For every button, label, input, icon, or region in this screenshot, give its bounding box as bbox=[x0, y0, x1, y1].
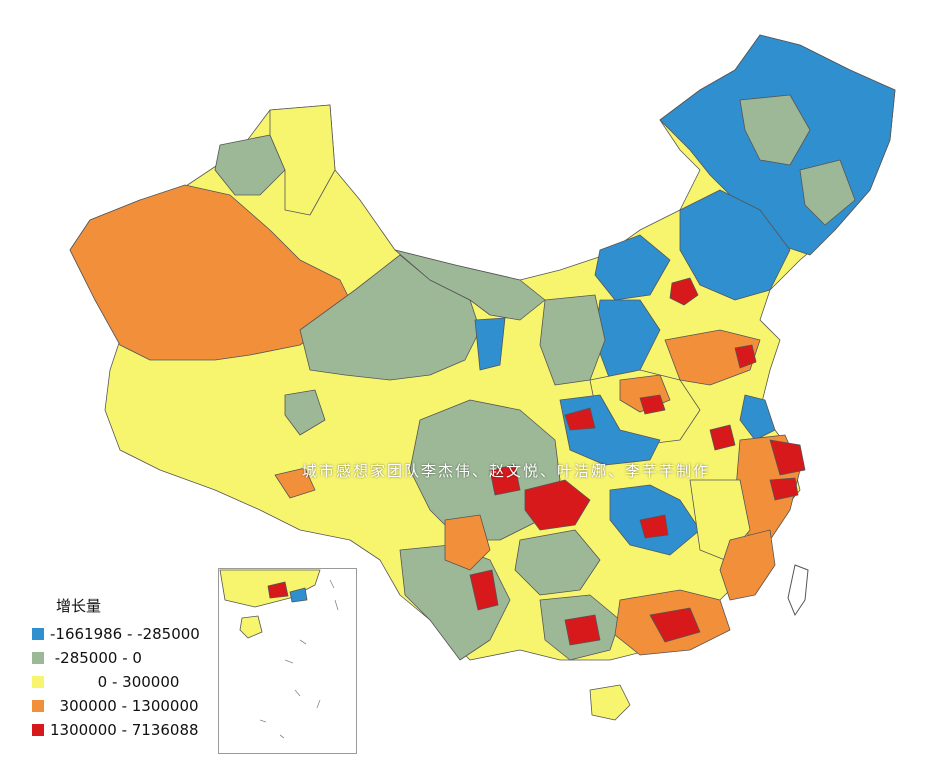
region-northeast-green bbox=[739, 94, 811, 166]
region-gansu bbox=[394, 249, 546, 321]
legend-swatch bbox=[32, 676, 44, 688]
region-taiwan bbox=[787, 564, 809, 617]
region-qinghai bbox=[299, 254, 481, 381]
region-beijing bbox=[669, 277, 699, 306]
region-qingdao bbox=[734, 344, 757, 369]
map-legend: 增长量 -1661986 - -285000 -285000 - 0 0 - 3… bbox=[32, 595, 232, 742]
inset-coast-blue bbox=[289, 587, 308, 603]
region-yunnan-orange bbox=[444, 514, 491, 571]
legend-swatch bbox=[32, 700, 44, 712]
region-pearl-delta bbox=[649, 607, 701, 643]
region-lhasa bbox=[274, 467, 316, 499]
legend-swatch bbox=[32, 652, 44, 664]
region-guizhou-green bbox=[514, 529, 601, 596]
region-changsha bbox=[639, 514, 669, 539]
inset-hainan bbox=[239, 615, 263, 639]
region-xian bbox=[564, 407, 596, 431]
legend-item: 0 - 300000 bbox=[32, 670, 232, 694]
region-hangzhou bbox=[769, 477, 799, 501]
region-jiangsu-blue bbox=[739, 394, 776, 441]
region-hebei-north bbox=[594, 234, 671, 301]
region-shanghai bbox=[769, 439, 806, 476]
inset-coast-red bbox=[267, 581, 289, 599]
region-nanning bbox=[564, 614, 601, 646]
region-zhengzhou bbox=[639, 394, 666, 415]
region-chongqing bbox=[524, 479, 591, 531]
south-china-sea-inset-frame bbox=[218, 568, 357, 754]
region-fujian bbox=[719, 529, 776, 601]
legend-title: 增长量 bbox=[56, 597, 102, 615]
legend-item: -1661986 - -285000 bbox=[32, 622, 232, 646]
legend-item: -285000 - 0 bbox=[32, 646, 232, 670]
legend-label: -1661986 - -285000 bbox=[50, 625, 200, 643]
region-northeast-green-2 bbox=[799, 159, 856, 226]
region-hainan bbox=[589, 684, 631, 721]
region-hefei bbox=[709, 424, 736, 451]
legend-label: 1300000 - 7136088 bbox=[50, 721, 199, 739]
watermark-text: 城市感想家团队李杰伟、赵文悦、叶洁娜、李芊芊制作 bbox=[302, 462, 711, 480]
region-kunming bbox=[469, 569, 499, 611]
legend-item: 300000 - 1300000 bbox=[32, 694, 232, 718]
inset-islands bbox=[259, 579, 339, 739]
region-chengdu bbox=[489, 464, 521, 496]
region-qinghai-lake bbox=[284, 389, 326, 436]
region-xinjiang-north-2 bbox=[269, 104, 336, 216]
legend-label: 300000 - 1300000 bbox=[50, 697, 199, 715]
region-jilin-liaoning bbox=[679, 189, 791, 301]
legend-item: 1300000 - 7136088 bbox=[32, 718, 232, 742]
region-sichuan-blue bbox=[474, 317, 506, 371]
legend-label: 0 - 300000 bbox=[50, 673, 180, 691]
legend-label: -285000 - 0 bbox=[50, 649, 142, 667]
legend-swatch bbox=[32, 724, 44, 736]
legend-swatch bbox=[32, 628, 44, 640]
